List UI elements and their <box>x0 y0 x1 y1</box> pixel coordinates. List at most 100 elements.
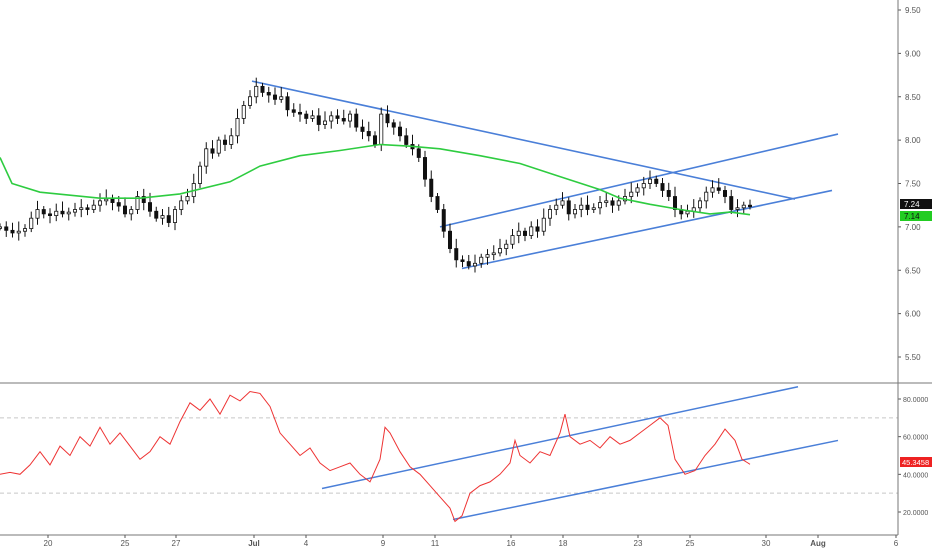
candle <box>266 86 271 103</box>
candle <box>10 222 15 238</box>
time-tick-label: 23 <box>634 539 643 548</box>
candle-body <box>247 96 252 106</box>
candle-body <box>485 254 490 258</box>
candle <box>0 223 3 231</box>
candle <box>548 205 553 226</box>
candle <box>85 204 90 216</box>
candle <box>129 206 134 221</box>
candle-body <box>729 196 734 210</box>
candle <box>341 109 346 125</box>
candle <box>748 199 753 210</box>
candle-body <box>60 210 65 215</box>
candle <box>204 142 209 174</box>
moving-average-badge: 7.14 <box>900 211 932 221</box>
price-tick-label: 8.00 <box>905 136 921 145</box>
candle <box>385 105 390 128</box>
candle <box>123 197 128 218</box>
candle-body <box>447 230 452 249</box>
price-trendline[interactable] <box>461 189 833 270</box>
candle-body <box>723 190 728 197</box>
candle-body <box>216 139 221 154</box>
candle <box>316 108 321 132</box>
candle <box>304 110 309 124</box>
candle <box>604 192 609 208</box>
candle-body <box>566 200 571 215</box>
candle-body <box>529 226 534 236</box>
candle-body <box>141 196 146 203</box>
price-tick-label: 8.50 <box>905 93 921 102</box>
price-trendline[interactable] <box>251 80 796 200</box>
candle-body <box>123 205 128 215</box>
candle <box>691 199 696 218</box>
moving-average-label: 7.14 <box>904 212 920 221</box>
time-tick-label: 11 <box>431 539 440 548</box>
candle-body <box>654 178 659 184</box>
last-price-label: 7.24 <box>904 200 920 209</box>
price-candles <box>0 77 753 273</box>
candle-body <box>304 113 309 119</box>
candle <box>404 128 409 148</box>
candle-body <box>666 190 671 197</box>
candle-body <box>66 211 71 215</box>
candle <box>329 111 334 129</box>
candle <box>523 227 528 242</box>
candle-body <box>35 209 40 219</box>
candle <box>585 195 590 216</box>
candle-body <box>166 215 171 223</box>
candle <box>579 197 584 218</box>
rsi-tick-label: 80.0000 <box>903 397 928 404</box>
candle-body <box>372 135 377 145</box>
candle-body <box>579 204 584 210</box>
candle <box>447 223 452 254</box>
candle-body <box>497 248 502 254</box>
candle-body <box>535 226 540 232</box>
candle-body <box>435 196 440 210</box>
candle <box>566 197 571 221</box>
candle <box>560 192 565 209</box>
candle-body <box>160 215 165 219</box>
candle-body <box>41 209 46 215</box>
candle <box>66 207 71 221</box>
candle <box>698 197 703 213</box>
candle <box>723 185 728 204</box>
candle <box>260 82 265 97</box>
candle <box>735 199 740 218</box>
rsi-trendline[interactable] <box>321 386 799 490</box>
moving-average-line <box>0 143 751 216</box>
candle <box>629 182 634 204</box>
price-trendlines <box>251 80 839 270</box>
time-tick-label: 25 <box>686 539 695 548</box>
time-tick-label: 9 <box>381 539 386 548</box>
candle-body <box>322 120 327 125</box>
rsi-last-value-label: 45.3458 <box>902 458 929 467</box>
rsi-panel[interactable]: 20.0000 40.0000 60.0000 80.0000 45.3458 <box>0 386 932 523</box>
candle <box>704 186 709 209</box>
price-panel[interactable]: 5.50 6.00 6.50 7.00 7.50 8.00 8.50 9.00 9.50 7.2… <box>0 6 932 362</box>
candle <box>441 203 446 238</box>
candle <box>22 224 27 237</box>
candle-body <box>310 115 315 119</box>
candle <box>729 189 734 215</box>
candle-body <box>397 126 402 137</box>
price-trendline[interactable] <box>439 133 839 228</box>
candle-body <box>629 191 634 197</box>
rsi-trendline[interactable] <box>452 439 839 521</box>
candle <box>654 175 659 187</box>
candle-body <box>710 187 715 193</box>
candle <box>285 92 290 117</box>
candle <box>279 87 284 103</box>
candle-body <box>735 207 740 210</box>
price-tick-label: 9.50 <box>905 6 921 15</box>
candle-body <box>454 248 459 261</box>
candle-body <box>341 118 346 122</box>
candle-body <box>85 207 90 210</box>
price-tick-label: 6.00 <box>905 310 921 319</box>
candle <box>172 206 177 231</box>
candle <box>235 108 240 144</box>
candle <box>541 208 546 236</box>
candle-body <box>491 252 496 256</box>
rsi-line <box>0 390 751 523</box>
candle <box>610 197 615 213</box>
candle-body <box>660 183 665 191</box>
